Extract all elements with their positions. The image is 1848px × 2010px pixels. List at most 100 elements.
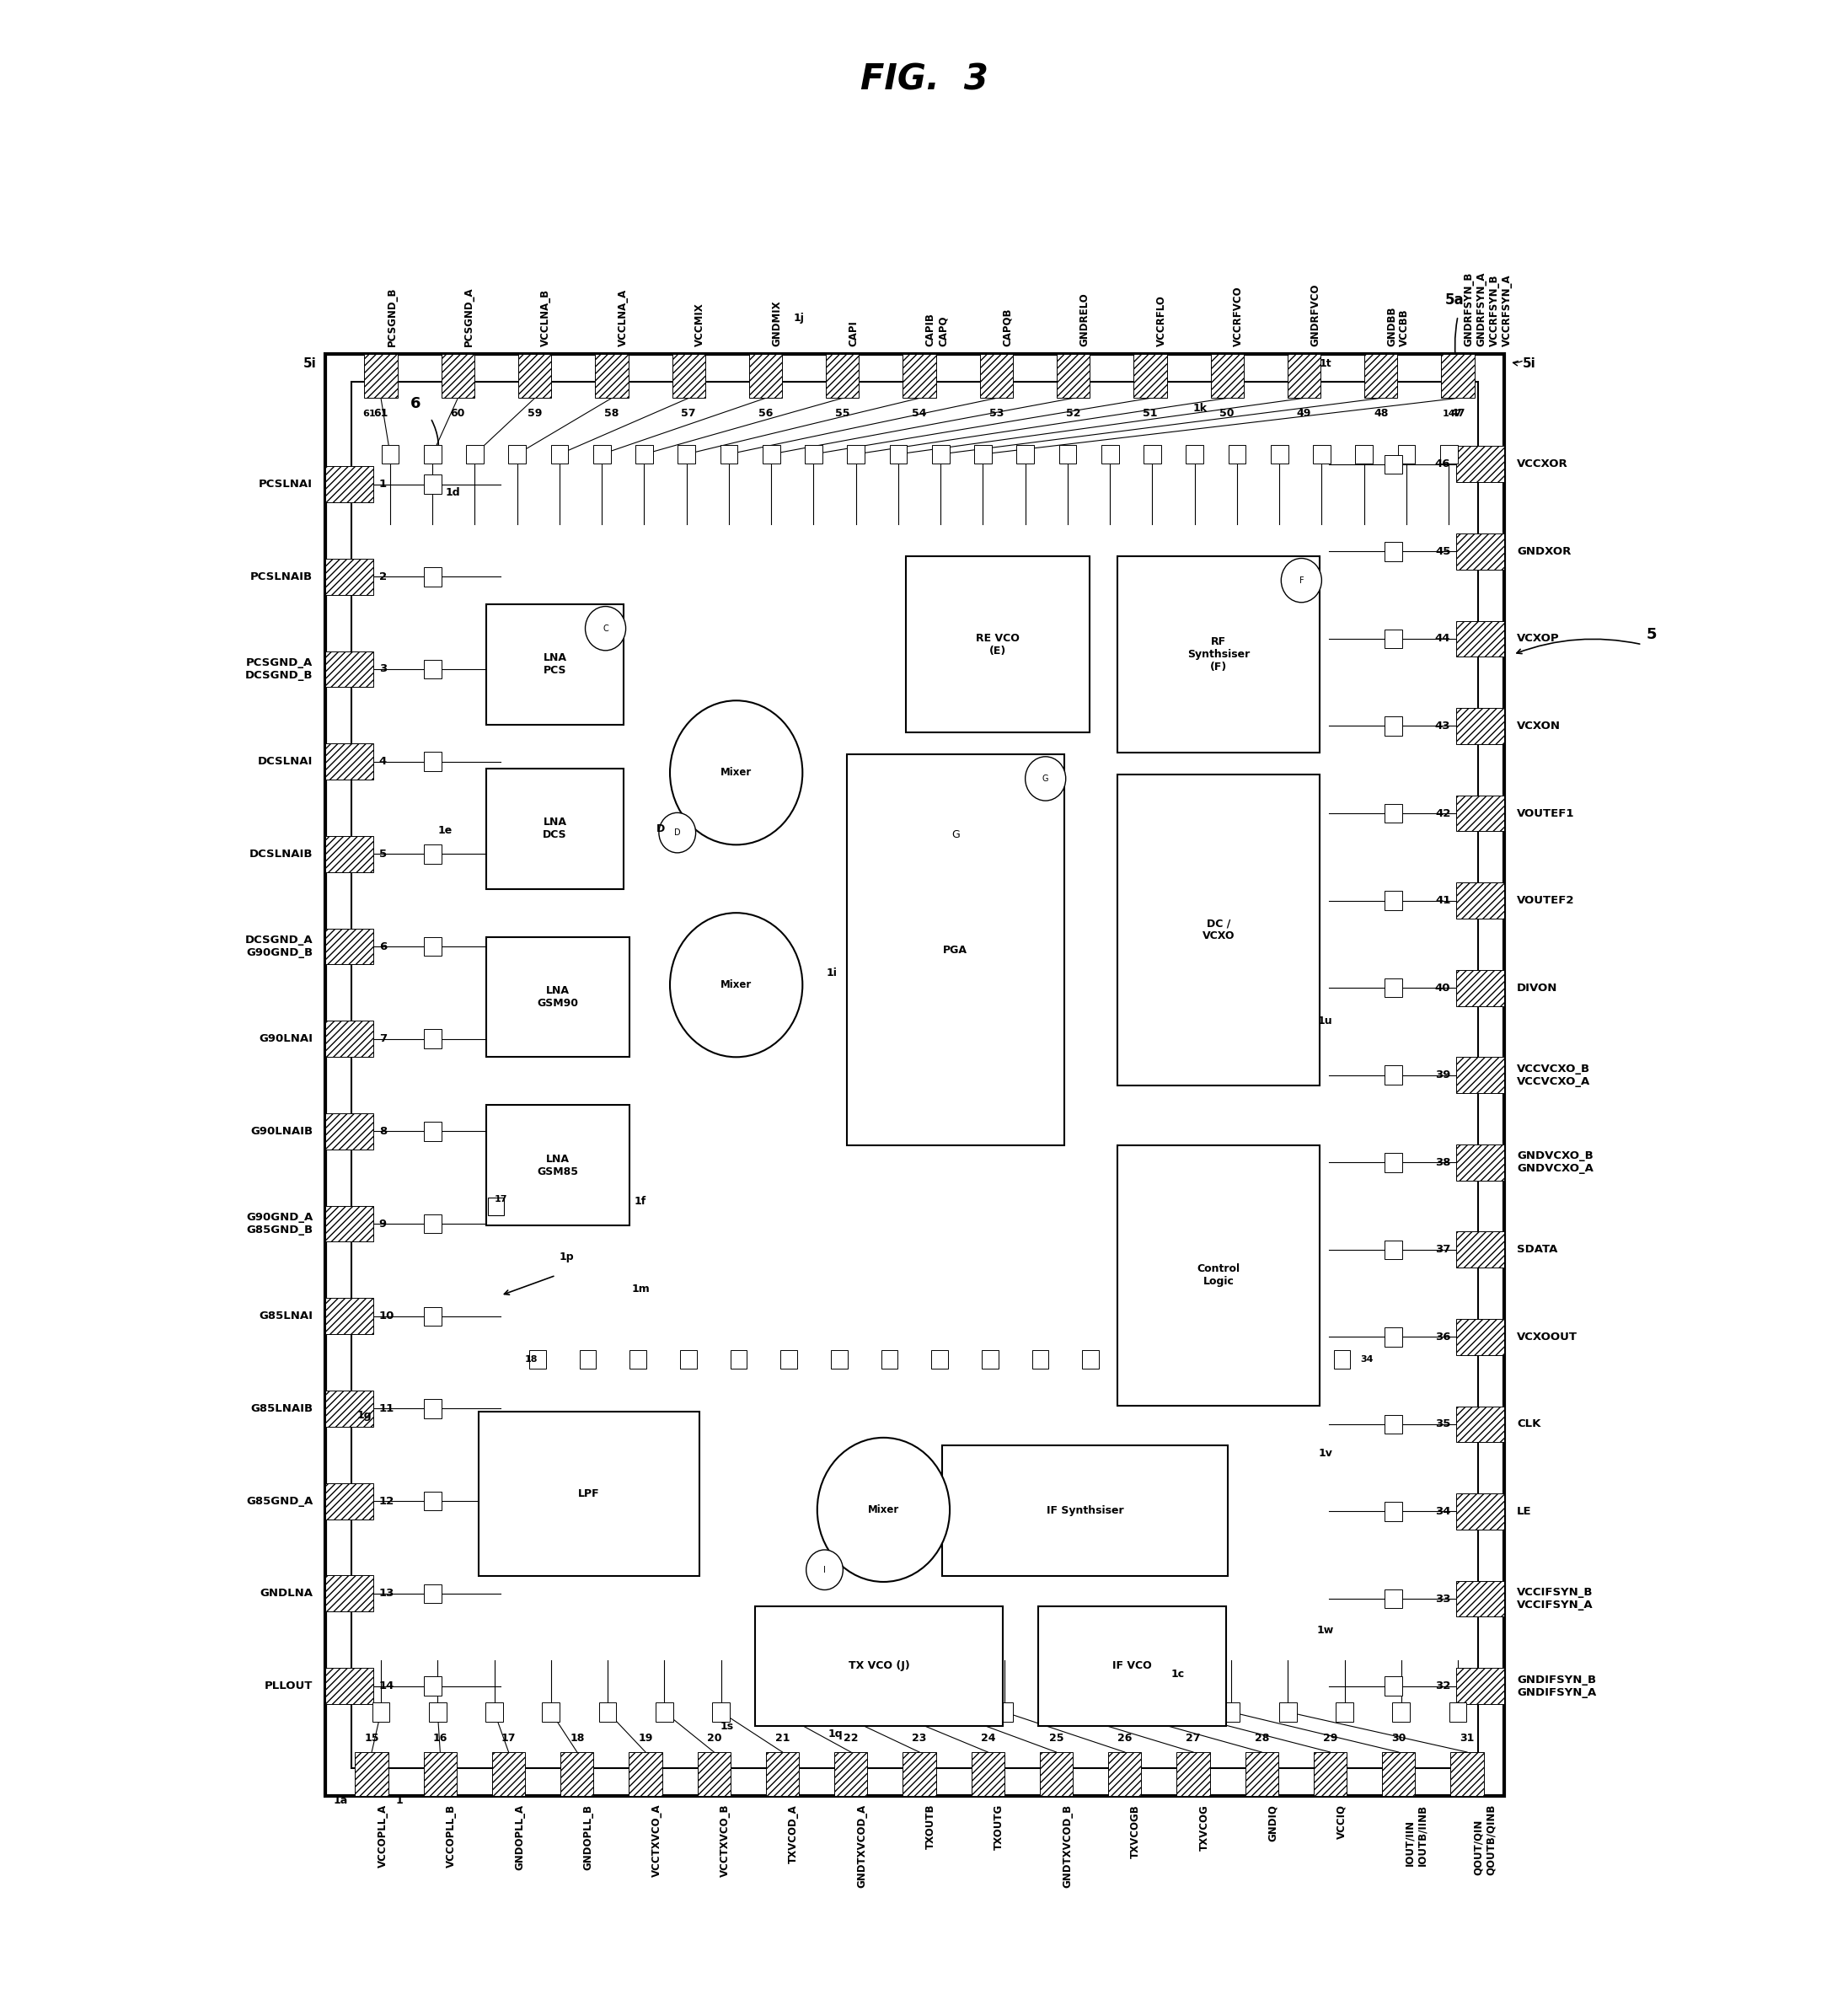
Text: 2: 2 xyxy=(379,571,386,583)
Bar xyxy=(1441,354,1475,398)
Bar xyxy=(325,466,373,502)
Bar xyxy=(1456,708,1504,744)
Bar xyxy=(423,474,442,494)
Bar xyxy=(1109,1702,1127,1721)
Text: 34: 34 xyxy=(1434,1505,1451,1518)
Bar xyxy=(673,354,706,398)
Bar xyxy=(1456,882,1504,919)
Text: DIVON: DIVON xyxy=(1517,983,1558,993)
Bar xyxy=(1186,444,1203,464)
Bar xyxy=(1083,1351,1100,1369)
Bar xyxy=(325,1668,373,1704)
Bar xyxy=(423,1122,442,1142)
Bar xyxy=(486,768,625,888)
Text: 40: 40 xyxy=(1434,983,1451,993)
Bar xyxy=(423,1753,456,1797)
Bar xyxy=(846,444,865,464)
Bar xyxy=(486,1106,630,1226)
Text: 1d: 1d xyxy=(445,486,460,498)
Text: I: I xyxy=(824,1566,826,1574)
Text: GNDTXVCOD_A: GNDTXVCOD_A xyxy=(856,1805,867,1887)
Bar xyxy=(1384,1240,1403,1258)
Text: 6: 6 xyxy=(410,396,421,412)
Text: 147: 147 xyxy=(1443,410,1462,418)
Text: 49: 49 xyxy=(1297,408,1312,418)
Text: 47: 47 xyxy=(1451,408,1465,418)
Bar xyxy=(325,836,373,872)
Text: DC /
VCXO: DC / VCXO xyxy=(1203,919,1234,943)
Bar xyxy=(904,354,935,398)
Text: 35: 35 xyxy=(1436,1419,1451,1429)
Text: LPF: LPF xyxy=(578,1487,601,1499)
Bar xyxy=(931,1351,948,1369)
Text: 21: 21 xyxy=(774,1733,789,1745)
Bar xyxy=(492,1753,525,1797)
Text: VCCRFLO: VCCRFLO xyxy=(1155,295,1166,346)
Bar xyxy=(996,1702,1013,1721)
Bar xyxy=(1118,774,1319,1085)
Bar xyxy=(1118,557,1319,752)
Bar xyxy=(1384,1676,1403,1696)
Bar xyxy=(1133,354,1166,398)
Bar xyxy=(1384,1327,1403,1347)
Text: 58: 58 xyxy=(604,408,619,418)
Text: G85GND_A: G85GND_A xyxy=(246,1495,312,1508)
Text: 17: 17 xyxy=(501,1733,516,1745)
Text: 50: 50 xyxy=(1220,408,1234,418)
Bar xyxy=(1183,1351,1199,1369)
Text: GNDVCXO_B
GNDVCXO_A: GNDVCXO_B GNDVCXO_A xyxy=(1517,1150,1593,1174)
Text: RF
Synthsiser
(F): RF Synthsiser (F) xyxy=(1186,637,1249,673)
Bar xyxy=(1456,1144,1504,1180)
Bar xyxy=(1384,629,1403,649)
Text: TXOUTB: TXOUTB xyxy=(924,1805,935,1849)
Text: PGA: PGA xyxy=(942,945,968,955)
Text: 34: 34 xyxy=(1360,1355,1373,1363)
Text: G85LNAIB: G85LNAIB xyxy=(249,1403,312,1415)
Bar xyxy=(486,605,625,724)
Text: 20: 20 xyxy=(706,1733,721,1745)
Text: IOUT/IIN
IOUTB/IINB: IOUT/IIN IOUTB/IINB xyxy=(1404,1805,1429,1865)
Text: CAPQB: CAPQB xyxy=(1002,308,1013,346)
Text: 39: 39 xyxy=(1436,1069,1451,1081)
Text: VCCTXVCO_A: VCCTXVCO_A xyxy=(650,1805,662,1877)
Bar xyxy=(1440,444,1458,464)
Text: 4: 4 xyxy=(379,756,386,768)
Bar xyxy=(325,1483,373,1520)
Bar xyxy=(1456,1057,1504,1093)
Text: 5i: 5i xyxy=(1523,358,1536,370)
Bar xyxy=(972,1753,1005,1797)
Bar xyxy=(423,1306,442,1327)
Bar xyxy=(599,1702,617,1721)
Text: 11: 11 xyxy=(379,1403,394,1415)
Text: 29: 29 xyxy=(1323,1733,1338,1745)
Text: Mixer: Mixer xyxy=(869,1503,900,1516)
Text: 9: 9 xyxy=(379,1218,386,1230)
Bar xyxy=(763,444,780,464)
Bar xyxy=(697,1753,730,1797)
Text: 18: 18 xyxy=(569,1733,584,1745)
Bar xyxy=(1039,1606,1225,1727)
Bar xyxy=(423,1214,442,1234)
Bar xyxy=(1451,1753,1484,1797)
Bar xyxy=(680,1351,697,1369)
Text: GNDOPLL_A: GNDOPLL_A xyxy=(514,1805,525,1869)
Text: VCCTXVCO_B: VCCTXVCO_B xyxy=(719,1805,730,1877)
Bar xyxy=(325,1576,373,1612)
Text: VCCLNA_A: VCCLNA_A xyxy=(617,289,628,346)
Text: PCSGND_A
DCSGND_B: PCSGND_A DCSGND_B xyxy=(246,657,312,681)
Text: 1j: 1j xyxy=(793,312,804,324)
Bar xyxy=(355,1753,388,1797)
Bar xyxy=(1384,890,1403,911)
Text: GNDBB
VCCBB: GNDBB VCCBB xyxy=(1386,306,1410,346)
Bar xyxy=(325,929,373,965)
Bar xyxy=(1355,444,1373,464)
Text: 25: 25 xyxy=(1050,1733,1064,1745)
Text: 19: 19 xyxy=(638,1733,652,1745)
Bar xyxy=(488,1198,505,1216)
Text: G90LNAI: G90LNAI xyxy=(259,1033,312,1045)
Text: PCSGND_A: PCSGND_A xyxy=(464,287,475,346)
Text: GNDOPLL_B: GNDOPLL_B xyxy=(582,1805,593,1869)
Text: 22: 22 xyxy=(843,1733,857,1745)
Text: VCXOOUT: VCXOOUT xyxy=(1517,1331,1578,1343)
Bar xyxy=(429,1702,447,1721)
